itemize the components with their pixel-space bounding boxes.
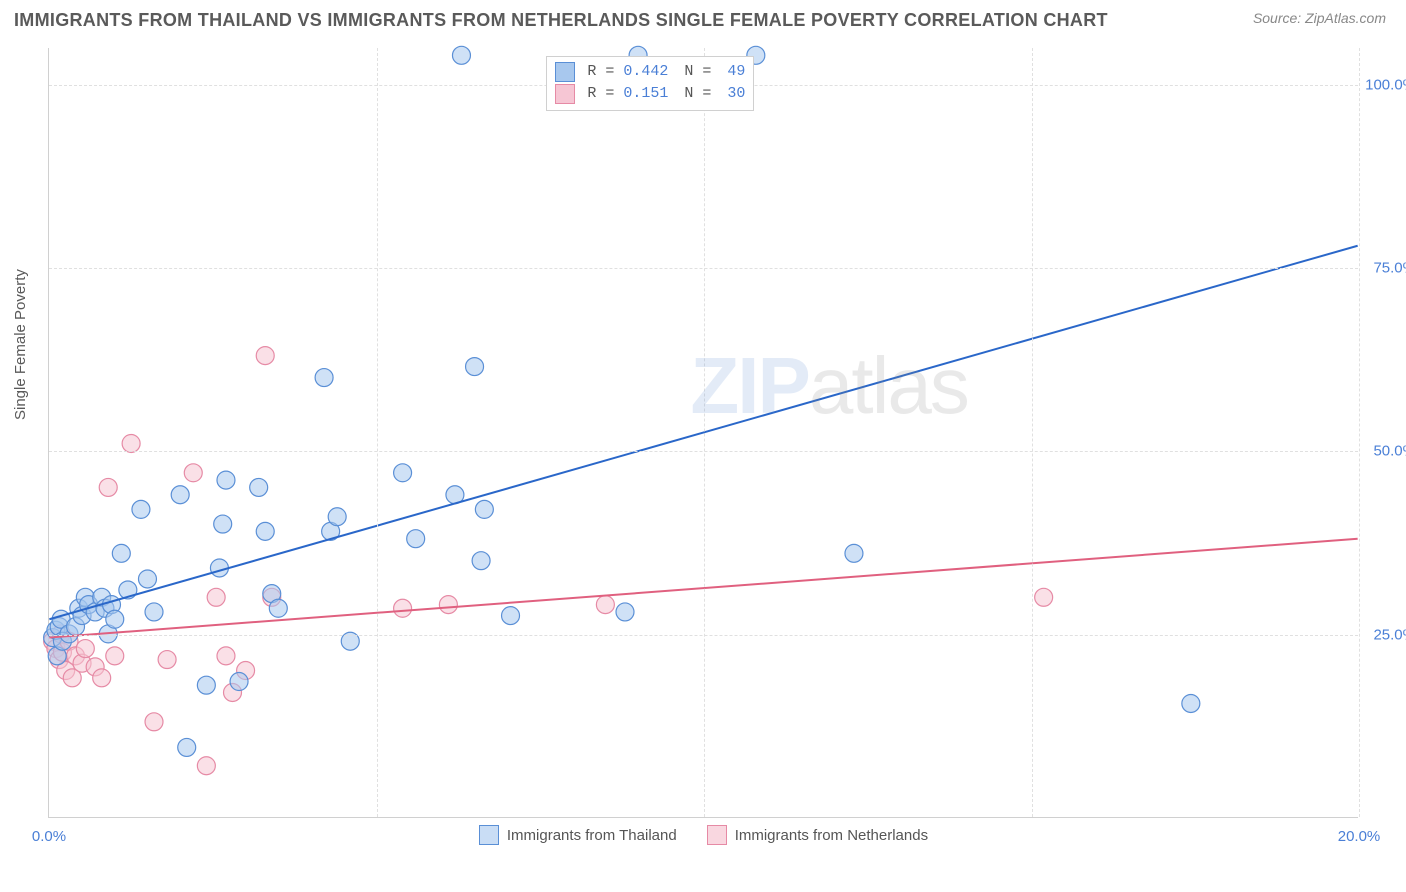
correlation-legend: R = 0.442 N = 49 R = 0.151 N = 30 — [546, 56, 754, 111]
scatter-point — [250, 478, 268, 496]
scatter-point — [197, 757, 215, 775]
scatter-point — [315, 369, 333, 387]
scatter-point — [472, 552, 490, 570]
scatter-point — [439, 596, 457, 614]
y-axis-title: Single Female Poverty — [12, 269, 29, 420]
legend-n-value: 49 — [717, 61, 745, 84]
correlation-legend-row: R = 0.151 N = 30 — [555, 83, 745, 106]
scatter-point — [596, 596, 614, 614]
legend-swatch — [479, 825, 499, 845]
scatter-point — [394, 599, 412, 617]
scatter-point — [112, 544, 130, 562]
legend-n-value: 30 — [717, 83, 745, 106]
scatter-point — [93, 669, 111, 687]
scatter-point — [122, 434, 140, 452]
series-legend-item: Immigrants from Thailand — [479, 825, 677, 845]
legend-swatch — [707, 825, 727, 845]
scatter-point — [466, 358, 484, 376]
correlation-legend-row: R = 0.442 N = 49 — [555, 61, 745, 84]
scatter-point — [230, 673, 248, 691]
scatter-point — [99, 478, 117, 496]
y-tick-label: 75.0% — [1362, 260, 1406, 277]
chart-title: IMMIGRANTS FROM THAILAND VS IMMIGRANTS F… — [14, 10, 1108, 31]
scatter-point — [138, 570, 156, 588]
scatter-point — [616, 603, 634, 621]
legend-swatch — [555, 62, 575, 82]
scatter-point — [106, 610, 124, 628]
scatter-point — [845, 544, 863, 562]
scatter-point — [171, 486, 189, 504]
scatter-point — [269, 599, 287, 617]
legend-r-label: R = — [587, 83, 614, 106]
scatter-point — [217, 471, 235, 489]
scatter-point — [452, 46, 470, 64]
scatter-point — [132, 500, 150, 518]
scatter-point — [256, 522, 274, 540]
scatter-point — [145, 713, 163, 731]
scatter-point — [1035, 588, 1053, 606]
scatter-point — [328, 508, 346, 526]
y-tick-label: 25.0% — [1362, 626, 1406, 643]
gridline-v — [377, 48, 378, 817]
legend-r-value: 0.151 — [620, 83, 668, 106]
series-legend-item: Immigrants from Netherlands — [707, 825, 928, 845]
y-tick-label: 100.0% — [1362, 76, 1406, 93]
source-label: Source: ZipAtlas.com — [1253, 10, 1386, 26]
scatter-point — [184, 464, 202, 482]
legend-n-label: N = — [684, 61, 711, 84]
legend-swatch — [555, 84, 575, 104]
scatter-point — [158, 651, 176, 669]
chart-plot-area: 25.0%50.0%75.0%100.0%0.0%20.0%ZIPatlasR … — [48, 48, 1358, 818]
legend-n-label: N = — [684, 83, 711, 106]
scatter-point — [502, 607, 520, 625]
scatter-point — [256, 347, 274, 365]
legend-label: Immigrants from Netherlands — [735, 827, 928, 844]
legend-label: Immigrants from Thailand — [507, 827, 677, 844]
scatter-point — [178, 738, 196, 756]
scatter-point — [106, 647, 124, 665]
scatter-point — [1182, 694, 1200, 712]
scatter-point — [217, 647, 235, 665]
gridline-v — [1032, 48, 1033, 817]
scatter-point — [394, 464, 412, 482]
y-tick-label: 50.0% — [1362, 443, 1406, 460]
series-legend: Immigrants from Thailand Immigrants from … — [49, 825, 1358, 845]
scatter-point — [76, 640, 94, 658]
gridline-v — [704, 48, 705, 817]
gridline-v — [1359, 48, 1360, 817]
scatter-point — [207, 588, 225, 606]
scatter-point — [475, 500, 493, 518]
scatter-point — [214, 515, 232, 533]
scatter-point — [407, 530, 425, 548]
legend-r-value: 0.442 — [620, 61, 668, 84]
scatter-point — [145, 603, 163, 621]
scatter-point — [197, 676, 215, 694]
legend-r-label: R = — [587, 61, 614, 84]
